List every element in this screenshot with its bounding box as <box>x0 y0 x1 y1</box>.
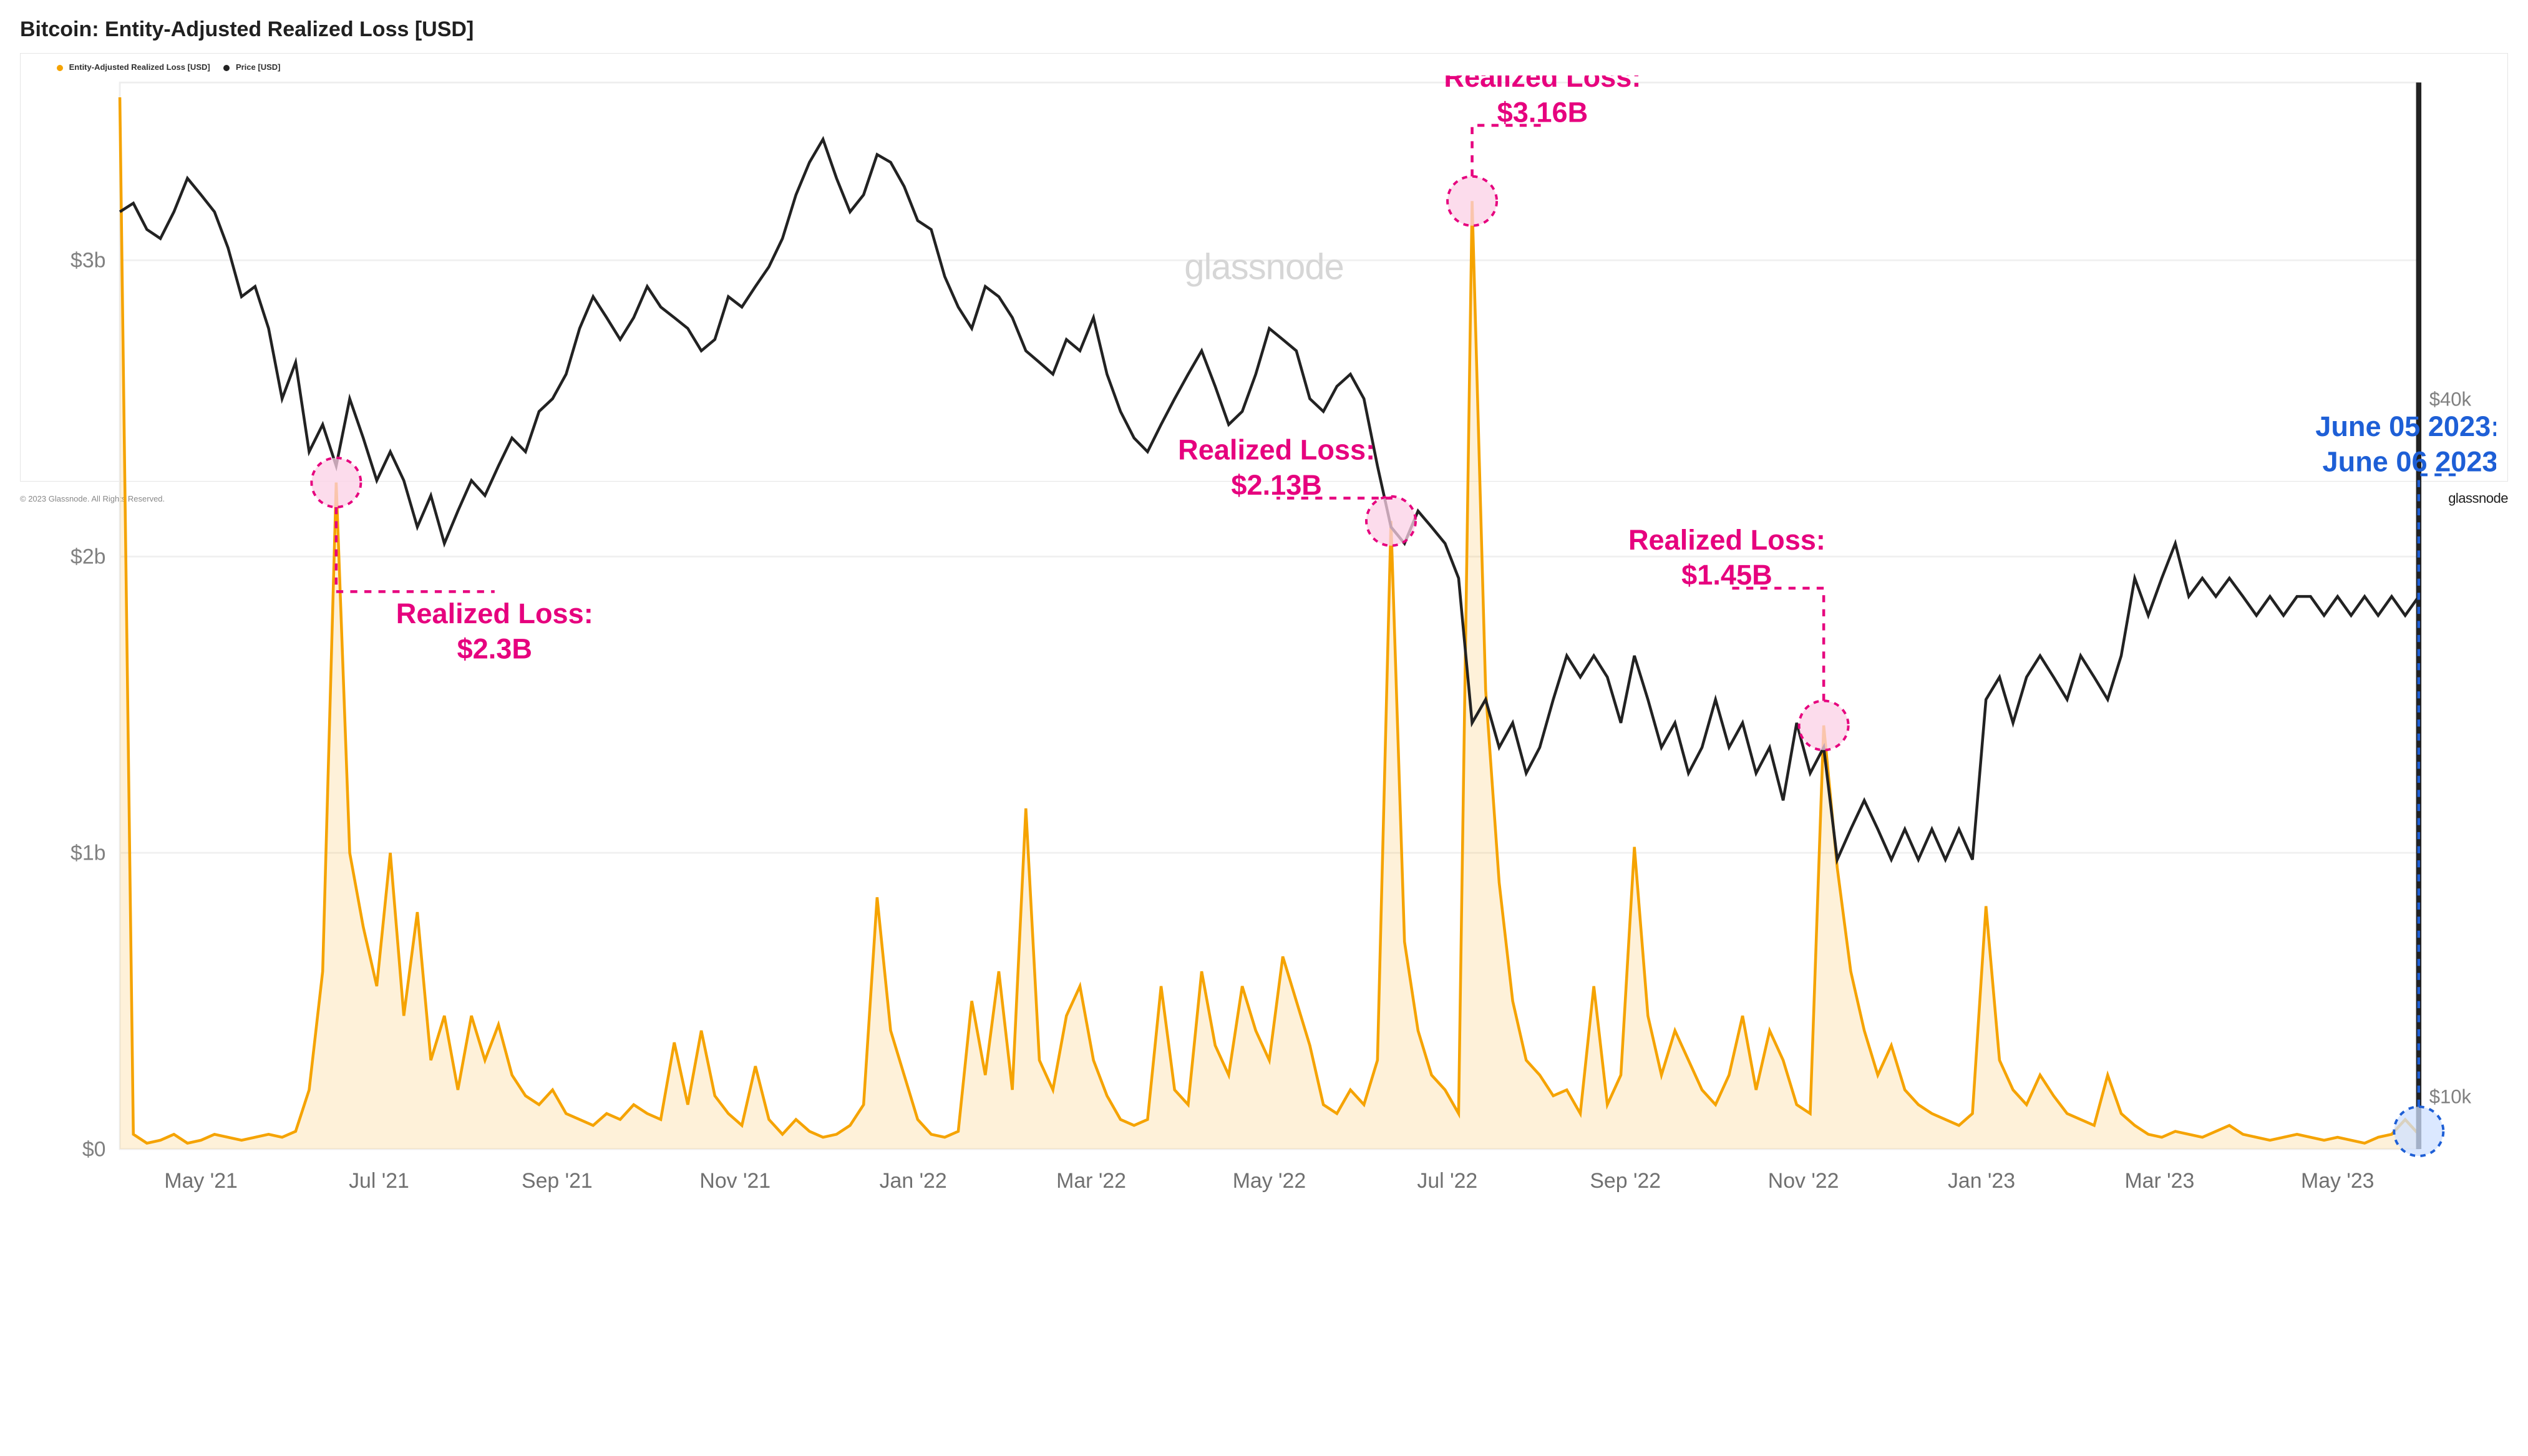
legend-swatch-price <box>223 65 230 71</box>
legend-label-loss: Entity-Adjusted Realized Loss [USD] <box>69 62 210 72</box>
svg-text:Realized Loss:: Realized Loss: <box>1628 524 1826 556</box>
svg-text:June 05 2023: $112M: June 05 2023: $112M <box>2315 410 2496 442</box>
svg-text:Sep '22: Sep '22 <box>1590 1169 1661 1193</box>
svg-text:Nov '21: Nov '21 <box>699 1169 771 1193</box>
svg-text:$2.13B: $2.13B <box>1231 469 1322 501</box>
svg-text:Nov '22: Nov '22 <box>1768 1169 1839 1193</box>
svg-text:Jan '22: Jan '22 <box>880 1169 947 1193</box>
svg-text:$1.45B: $1.45B <box>1681 559 1772 591</box>
svg-text:June 06 2023: $64M: June 06 2023: $64M <box>2323 446 2496 478</box>
svg-text:$0: $0 <box>82 1137 106 1161</box>
svg-text:Mar '23: Mar '23 <box>2124 1169 2194 1193</box>
legend-swatch-loss <box>57 65 63 71</box>
svg-text:$3.16B: $3.16B <box>1497 96 1588 128</box>
legend: Entity-Adjusted Realized Loss [USD] Pric… <box>57 62 2496 72</box>
svg-text:Jul '22: Jul '22 <box>1417 1169 1477 1193</box>
chart-container: Entity-Adjusted Realized Loss [USD] Pric… <box>20 53 2508 482</box>
svg-text:$2.3B: $2.3B <box>457 633 532 665</box>
svg-text:$3b: $3b <box>70 249 105 273</box>
svg-text:$10k: $10k <box>2429 1085 2472 1107</box>
svg-text:Sep '21: Sep '21 <box>522 1169 593 1193</box>
svg-text:May '22: May '22 <box>1233 1169 1306 1193</box>
legend-label-price: Price [USD] <box>236 62 281 72</box>
svg-text:Realized Loss:: Realized Loss: <box>396 598 593 629</box>
svg-text:$1b: $1b <box>70 841 105 865</box>
svg-text:May '21: May '21 <box>164 1169 237 1193</box>
svg-text:Realized Loss:: Realized Loss: <box>1444 75 1641 93</box>
chart-svg: $0 $1b $2b $3b $10k $40k May '21 Jul '21 Sep '21… <box>32 75 2496 1202</box>
svg-text:Mar '22: Mar '22 <box>1056 1169 1126 1193</box>
chart-title: Bitcoin: Entity-Adjusted Realized Loss [… <box>20 17 2508 42</box>
svg-text:Jan '23: Jan '23 <box>1948 1169 2015 1193</box>
svg-text:$2b: $2b <box>70 545 105 568</box>
svg-text:May '23: May '23 <box>2301 1169 2374 1193</box>
svg-text:Realized Loss:: Realized Loss: <box>1178 434 1375 465</box>
svg-text:$40k: $40k <box>2429 388 2472 410</box>
chart-plot-area: glassnode $0$1b$2b$3b$10k$40kMay '21Jul … <box>32 75 2496 475</box>
svg-text:Jul '21: Jul '21 <box>349 1169 409 1193</box>
